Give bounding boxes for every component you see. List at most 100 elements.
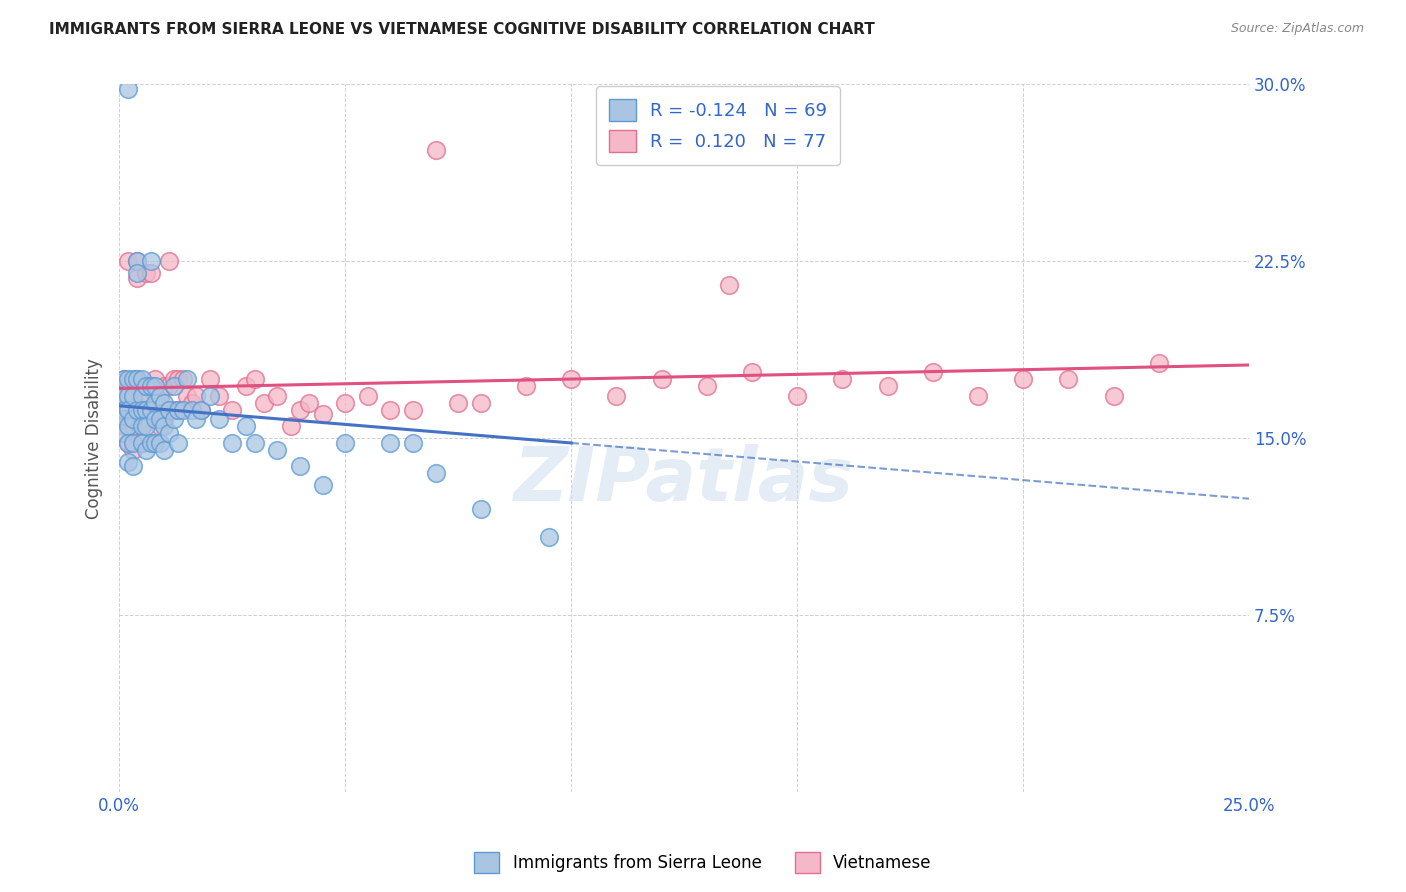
- Point: [153, 442, 176, 457]
- Point: [135, 266, 157, 280]
- Point: [280, 419, 302, 434]
- Point: [167, 402, 190, 417]
- Point: [153, 395, 176, 409]
- Point: [153, 412, 176, 426]
- Point: [117, 389, 139, 403]
- Point: [967, 389, 990, 403]
- Point: [425, 144, 447, 158]
- Point: [380, 435, 402, 450]
- Point: [560, 372, 582, 386]
- Point: [149, 389, 172, 403]
- Point: [831, 372, 853, 386]
- Point: [145, 372, 167, 386]
- Point: [288, 402, 311, 417]
- Point: [139, 254, 162, 268]
- Point: [266, 442, 288, 457]
- Point: [135, 442, 157, 457]
- Point: [121, 402, 143, 417]
- Point: [145, 379, 167, 393]
- Point: [298, 395, 321, 409]
- Point: [253, 395, 276, 409]
- Point: [221, 402, 243, 417]
- Point: [131, 379, 153, 393]
- Point: [149, 412, 172, 426]
- Point: [139, 379, 162, 393]
- Point: [335, 435, 357, 450]
- Point: [117, 435, 139, 450]
- Point: [167, 402, 190, 417]
- Point: [117, 455, 139, 469]
- Point: [112, 402, 135, 417]
- Point: [786, 389, 808, 403]
- Point: [139, 435, 162, 450]
- Point: [176, 389, 198, 403]
- Point: [167, 372, 190, 386]
- Point: [288, 459, 311, 474]
- Point: [266, 389, 288, 403]
- Point: [131, 389, 153, 403]
- Point: [139, 402, 162, 417]
- Point: [135, 419, 157, 434]
- Point: [153, 379, 176, 393]
- Point: [149, 389, 172, 403]
- Point: [112, 402, 135, 417]
- Point: [198, 372, 221, 386]
- Point: [127, 372, 149, 386]
- Legend: Immigrants from Sierra Leone, Vietnamese: Immigrants from Sierra Leone, Vietnamese: [468, 846, 938, 880]
- Point: [139, 379, 162, 393]
- Point: [135, 379, 157, 393]
- Point: [1012, 372, 1035, 386]
- Point: [112, 426, 135, 441]
- Point: [718, 277, 741, 292]
- Point: [741, 365, 763, 379]
- Point: [221, 435, 243, 450]
- Point: [131, 419, 153, 434]
- Point: [131, 372, 153, 386]
- Point: [117, 402, 139, 417]
- Point: [184, 412, 207, 426]
- Point: [127, 402, 149, 417]
- Point: [190, 402, 212, 417]
- Point: [121, 442, 143, 457]
- Point: [112, 372, 135, 386]
- Point: [311, 408, 333, 422]
- Text: ZIPatlas: ZIPatlas: [515, 444, 855, 517]
- Point: [131, 395, 153, 409]
- Point: [127, 254, 149, 268]
- Point: [243, 435, 266, 450]
- Point: [335, 395, 357, 409]
- Point: [162, 379, 184, 393]
- Point: [117, 82, 139, 96]
- Point: [121, 459, 143, 474]
- Point: [145, 412, 167, 426]
- Legend: R = -0.124   N = 69, R =  0.120   N = 77: R = -0.124 N = 69, R = 0.120 N = 77: [596, 87, 839, 165]
- Point: [135, 379, 157, 393]
- Point: [117, 402, 139, 417]
- Point: [447, 395, 470, 409]
- Point: [198, 389, 221, 403]
- Point: [157, 254, 180, 268]
- Point: [172, 372, 194, 386]
- Point: [121, 435, 143, 450]
- Point: [157, 426, 180, 441]
- Point: [127, 270, 149, 285]
- Point: [651, 372, 673, 386]
- Point: [127, 254, 149, 268]
- Point: [121, 372, 143, 386]
- Point: [157, 379, 180, 393]
- Point: [131, 419, 153, 434]
- Point: [112, 372, 135, 386]
- Point: [117, 379, 139, 393]
- Point: [145, 395, 167, 409]
- Point: [696, 379, 718, 393]
- Point: [425, 467, 447, 481]
- Point: [121, 389, 143, 403]
- Point: [162, 412, 184, 426]
- Point: [162, 402, 184, 417]
- Point: [149, 435, 172, 450]
- Point: [167, 435, 190, 450]
- Point: [172, 402, 194, 417]
- Text: Source: ZipAtlas.com: Source: ZipAtlas.com: [1230, 22, 1364, 36]
- Point: [112, 389, 135, 403]
- Point: [117, 372, 139, 386]
